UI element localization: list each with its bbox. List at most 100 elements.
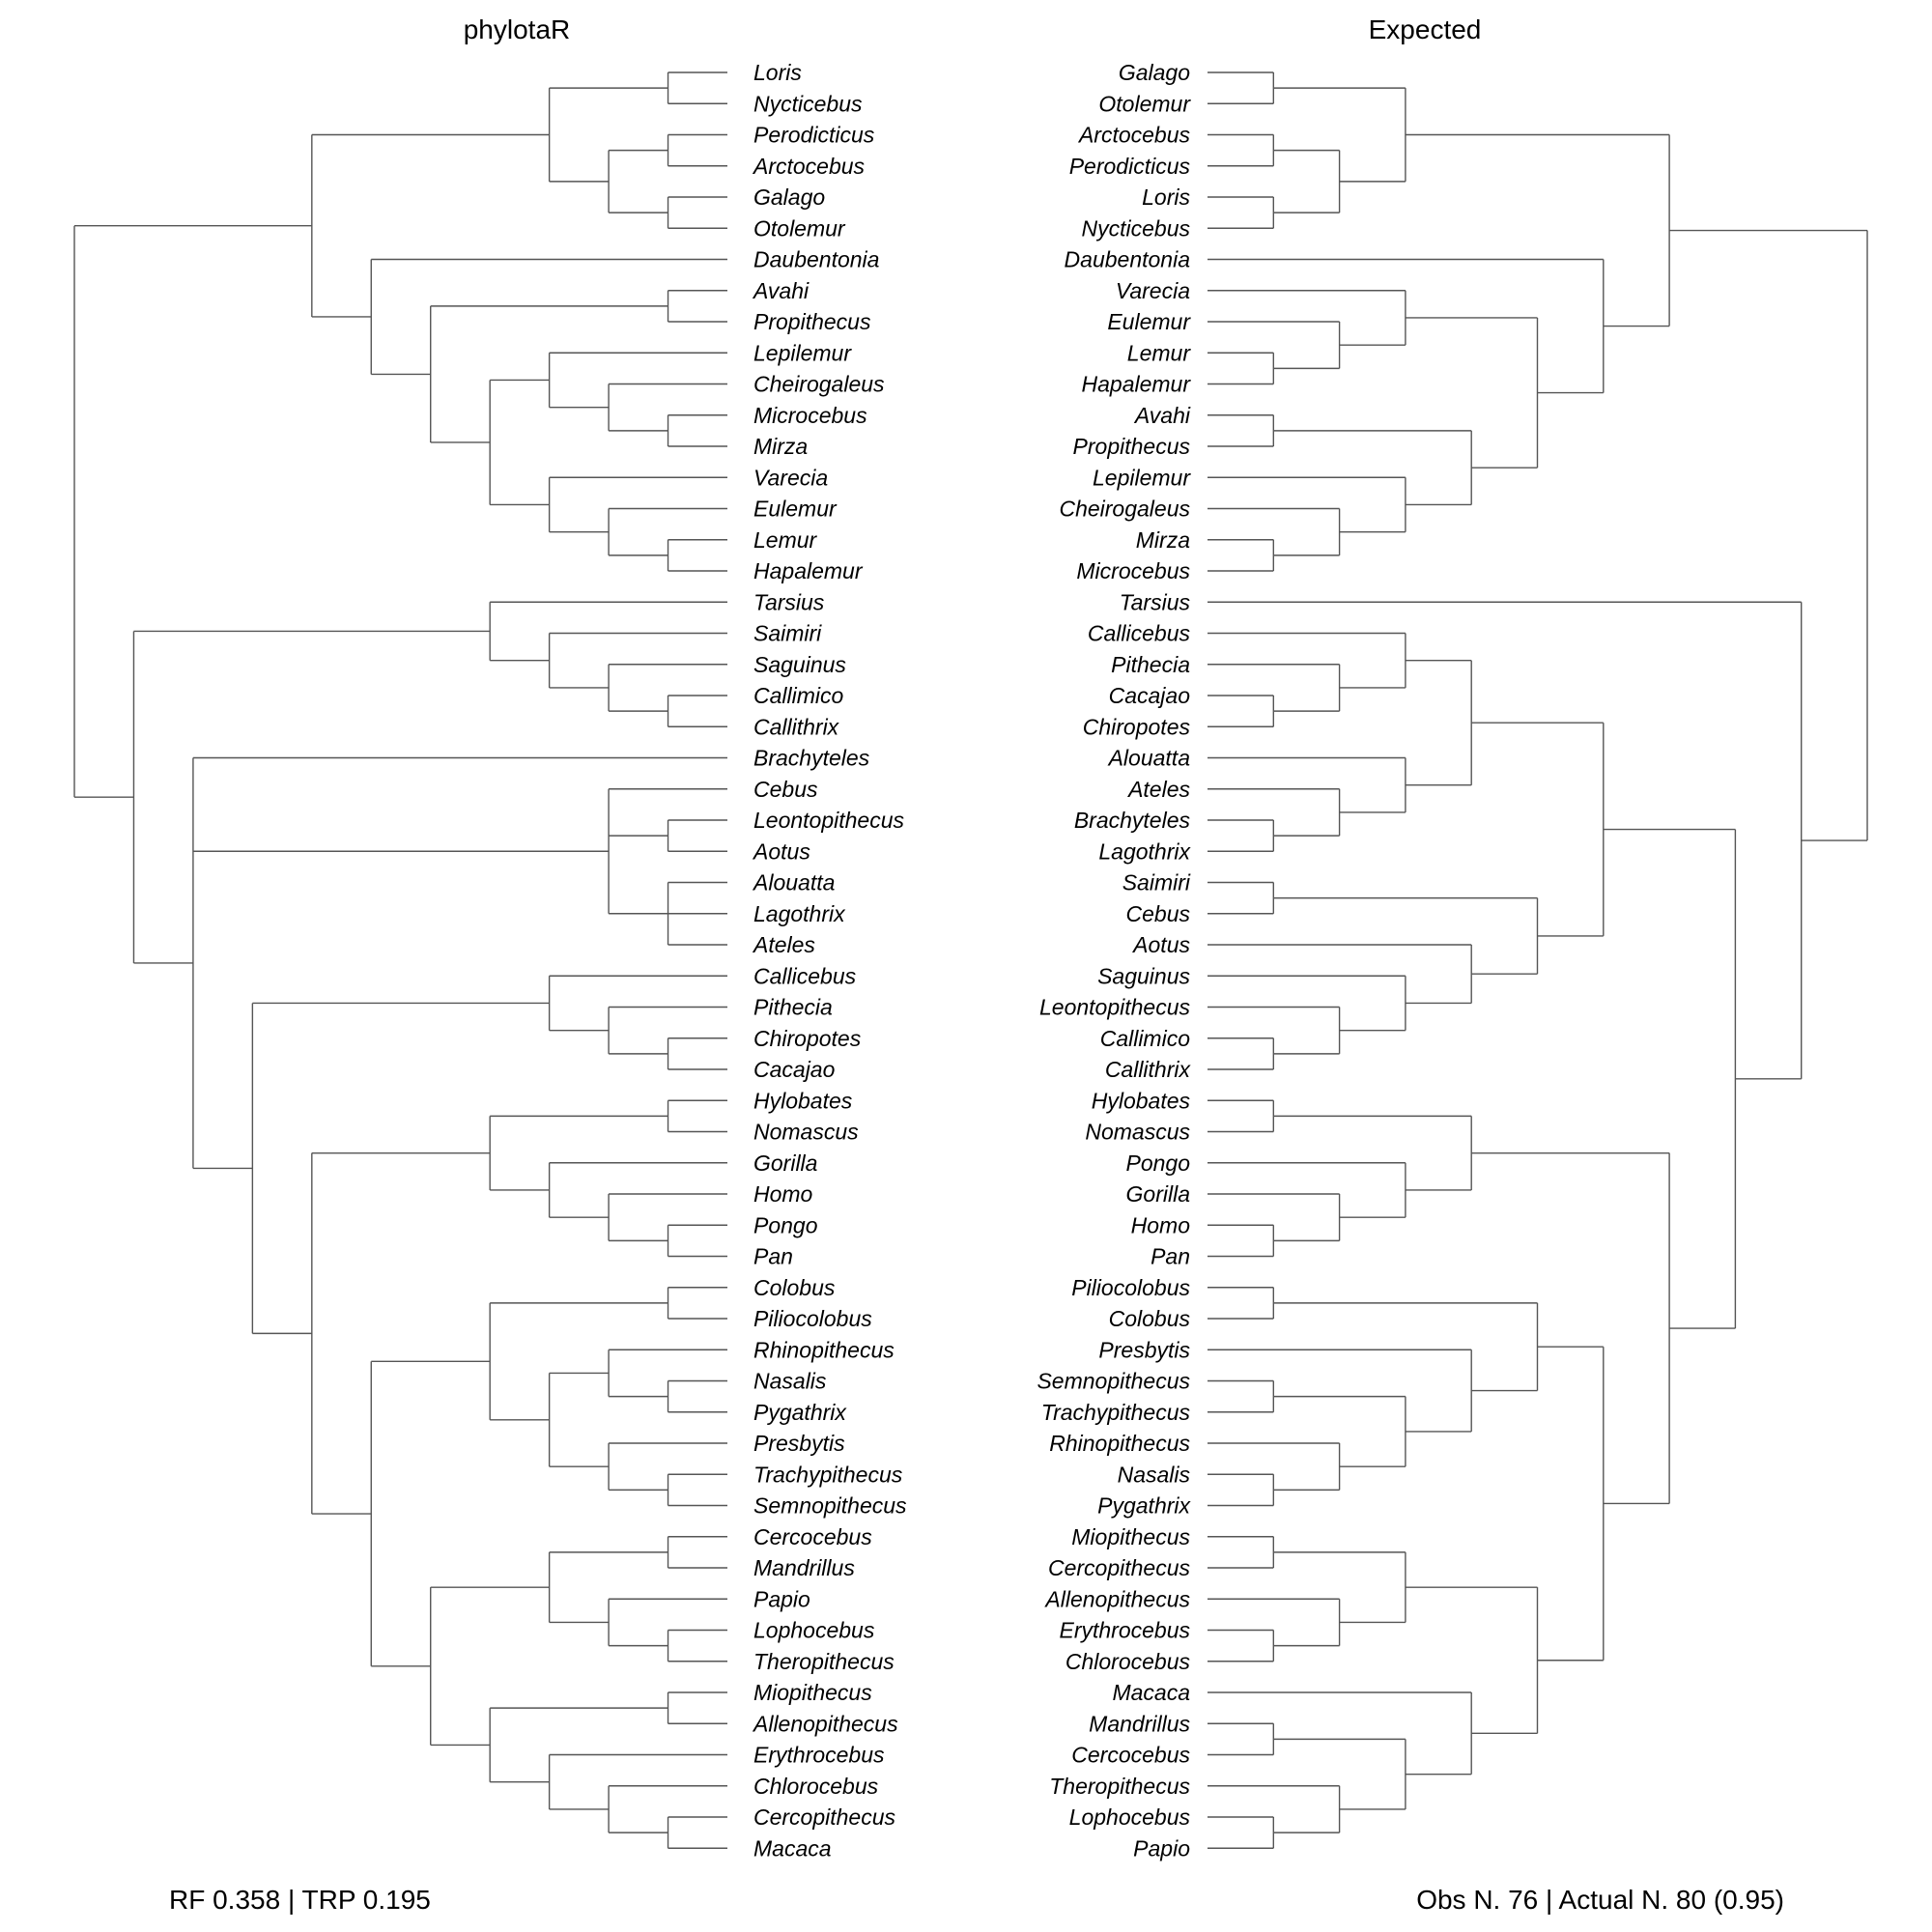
taxon-label-hylobates: Hylobates bbox=[1092, 1088, 1191, 1113]
taxon-label-tarsius: Tarsius bbox=[1120, 589, 1191, 614]
taxon-label-arctocebus: Arctocebus bbox=[752, 154, 866, 179]
taxon-label-chlorocebus: Chlorocebus bbox=[753, 1774, 879, 1799]
taxon-label-mandrillus: Mandrillus bbox=[1089, 1711, 1190, 1736]
taxon-label-daubentonia: Daubentonia bbox=[1065, 247, 1190, 272]
taxon-label-lagothrix: Lagothrix bbox=[1098, 838, 1191, 864]
taxon-label-arctocebus: Arctocebus bbox=[1077, 123, 1191, 148]
taxon-label-piliocolobus: Piliocolobus bbox=[1071, 1275, 1190, 1300]
taxon-label-aotus: Aotus bbox=[752, 838, 810, 864]
taxon-label-macaca: Macaca bbox=[753, 1835, 832, 1861]
taxon-label-ateles: Ateles bbox=[752, 932, 815, 957]
taxon-label-tarsius: Tarsius bbox=[753, 589, 825, 614]
taxon-label-perodicticus: Perodicticus bbox=[1069, 154, 1191, 179]
taxon-label-cheirogaleus: Cheirogaleus bbox=[1059, 497, 1190, 522]
taxon-label-otolemur: Otolemur bbox=[753, 215, 846, 241]
taxon-label-microcebus: Microcebus bbox=[1076, 558, 1190, 583]
right-tree-title: Expected bbox=[1369, 14, 1482, 44]
taxon-label-alouatta: Alouatta bbox=[752, 870, 835, 895]
taxon-label-cercocebus: Cercocebus bbox=[1071, 1743, 1190, 1768]
taxon-label-otolemur: Otolemur bbox=[1098, 91, 1191, 116]
taxon-label-miopithecus: Miopithecus bbox=[1071, 1524, 1190, 1549]
taxon-label-gorilla: Gorilla bbox=[1126, 1181, 1190, 1207]
taxon-label-daubentonia: Daubentonia bbox=[753, 247, 879, 272]
taxon-label-pygathrix: Pygathrix bbox=[1097, 1493, 1191, 1519]
taxon-label-piliocolobus: Piliocolobus bbox=[753, 1306, 872, 1331]
taxon-label-semnopithecus: Semnopithecus bbox=[1037, 1369, 1190, 1394]
taxon-label-avahi: Avahi bbox=[1133, 403, 1191, 428]
taxon-label-eulemur: Eulemur bbox=[1107, 309, 1191, 334]
taxon-label-allenopithecus: Allenopithecus bbox=[752, 1711, 898, 1736]
taxon-label-cercopithecus: Cercopithecus bbox=[1048, 1555, 1191, 1580]
taxon-label-nomascus: Nomascus bbox=[753, 1120, 859, 1145]
taxon-label-papio: Papio bbox=[1133, 1835, 1190, 1861]
taxon-label-lepilemur: Lepilemur bbox=[753, 340, 852, 365]
taxon-label-hylobates: Hylobates bbox=[753, 1088, 853, 1113]
taxon-label-lepilemur: Lepilemur bbox=[1093, 465, 1191, 490]
taxon-label-callithrix: Callithrix bbox=[753, 714, 840, 739]
taxon-label-perodicticus: Perodicticus bbox=[753, 123, 875, 148]
taxon-label-theropithecus: Theropithecus bbox=[753, 1649, 895, 1674]
taxon-label-galago: Galago bbox=[753, 185, 825, 210]
taxon-label-cacajao: Cacajao bbox=[1109, 683, 1191, 708]
taxon-label-leontopithecus: Leontopithecus bbox=[1039, 995, 1191, 1020]
taxon-label-lophocebus: Lophocebus bbox=[753, 1618, 875, 1643]
taxon-label-cebus: Cebus bbox=[1126, 901, 1191, 926]
taxon-label-loris: Loris bbox=[1142, 185, 1190, 210]
taxon-label-lemur: Lemur bbox=[753, 527, 818, 553]
taxon-label-mirza: Mirza bbox=[1136, 527, 1190, 553]
taxon-label-pan: Pan bbox=[1151, 1244, 1190, 1269]
taxon-label-cebus: Cebus bbox=[753, 777, 818, 802]
taxon-label-loris: Loris bbox=[753, 60, 802, 85]
taxon-label-saguinus: Saguinus bbox=[753, 652, 846, 677]
taxon-label-cercopithecus: Cercopithecus bbox=[753, 1804, 896, 1830]
taxon-label-chiropotes: Chiropotes bbox=[1083, 714, 1191, 739]
taxon-label-callimico: Callimico bbox=[753, 683, 844, 708]
taxon-label-saguinus: Saguinus bbox=[1097, 963, 1190, 988]
taxon-label-chiropotes: Chiropotes bbox=[753, 1026, 862, 1051]
taxon-label-pithecia: Pithecia bbox=[1111, 652, 1190, 677]
taxon-label-callicebus: Callicebus bbox=[753, 963, 857, 988]
taxon-label-nasalis: Nasalis bbox=[1118, 1462, 1191, 1487]
left-tree-title: phylotaR bbox=[464, 14, 571, 44]
taxon-label-rhinopithecus: Rhinopithecus bbox=[753, 1337, 895, 1362]
taxon-label-lophocebus: Lophocebus bbox=[1069, 1804, 1191, 1830]
taxon-label-hapalemur: Hapalemur bbox=[753, 558, 864, 583]
taxon-label-nycticebus: Nycticebus bbox=[753, 91, 863, 116]
taxon-label-colobus: Colobus bbox=[753, 1275, 836, 1300]
right-tree-expected: Galago Otolemur Arctocebus Perodicticus Lori… bbox=[1037, 60, 1868, 1861]
taxon-label-saimiri: Saimiri bbox=[753, 621, 822, 646]
taxon-label-lagothrix: Lagothrix bbox=[753, 901, 846, 926]
left-tree-phylotar: Loris Nycticebus Perodicticus Arctocebus Gal… bbox=[73, 60, 907, 1861]
taxon-label-propithecus: Propithecus bbox=[1073, 434, 1191, 459]
taxon-label-erythrocebus: Erythrocebus bbox=[753, 1743, 885, 1768]
taxon-label-chlorocebus: Chlorocebus bbox=[1065, 1649, 1191, 1674]
taxon-label-lemur: Lemur bbox=[1127, 340, 1192, 365]
taxon-label-eulemur: Eulemur bbox=[753, 497, 838, 522]
taxon-label-pan: Pan bbox=[753, 1244, 793, 1269]
taxon-label-nasalis: Nasalis bbox=[753, 1369, 827, 1394]
taxon-label-miopithecus: Miopithecus bbox=[753, 1680, 872, 1705]
taxon-label-macaca: Macaca bbox=[1112, 1680, 1190, 1705]
taxon-label-pygathrix: Pygathrix bbox=[753, 1400, 847, 1425]
footer-right-stats: Obs N. 76 | Actual N. 80 (0.95) bbox=[1416, 1885, 1784, 1915]
taxon-label-erythrocebus: Erythrocebus bbox=[1059, 1618, 1190, 1643]
taxon-label-gorilla: Gorilla bbox=[753, 1151, 817, 1176]
taxon-label-presbytis: Presbytis bbox=[753, 1431, 845, 1456]
taxon-label-rhinopithecus: Rhinopithecus bbox=[1049, 1431, 1190, 1456]
taxon-label-brachyteles: Brachyteles bbox=[1074, 808, 1191, 833]
taxon-label-presbytis: Presbytis bbox=[1098, 1337, 1190, 1362]
taxon-label-saimiri: Saimiri bbox=[1122, 870, 1191, 895]
taxon-label-pongo: Pongo bbox=[753, 1212, 818, 1237]
taxon-label-allenopithecus: Allenopithecus bbox=[1043, 1586, 1190, 1611]
taxon-label-microcebus: Microcebus bbox=[753, 403, 867, 428]
taxon-label-pithecia: Pithecia bbox=[753, 995, 833, 1020]
taxon-label-homo: Homo bbox=[1131, 1212, 1191, 1237]
taxon-label-leontopithecus: Leontopithecus bbox=[753, 808, 905, 833]
taxon-label-varecia: Varecia bbox=[753, 465, 828, 490]
taxon-label-galago: Galago bbox=[1119, 60, 1190, 85]
taxon-label-nycticebus: Nycticebus bbox=[1082, 215, 1191, 241]
taxon-label-trachypithecus: Trachypithecus bbox=[1041, 1400, 1191, 1425]
taxon-label-propithecus: Propithecus bbox=[753, 309, 871, 334]
taxon-label-brachyteles: Brachyteles bbox=[753, 746, 870, 771]
